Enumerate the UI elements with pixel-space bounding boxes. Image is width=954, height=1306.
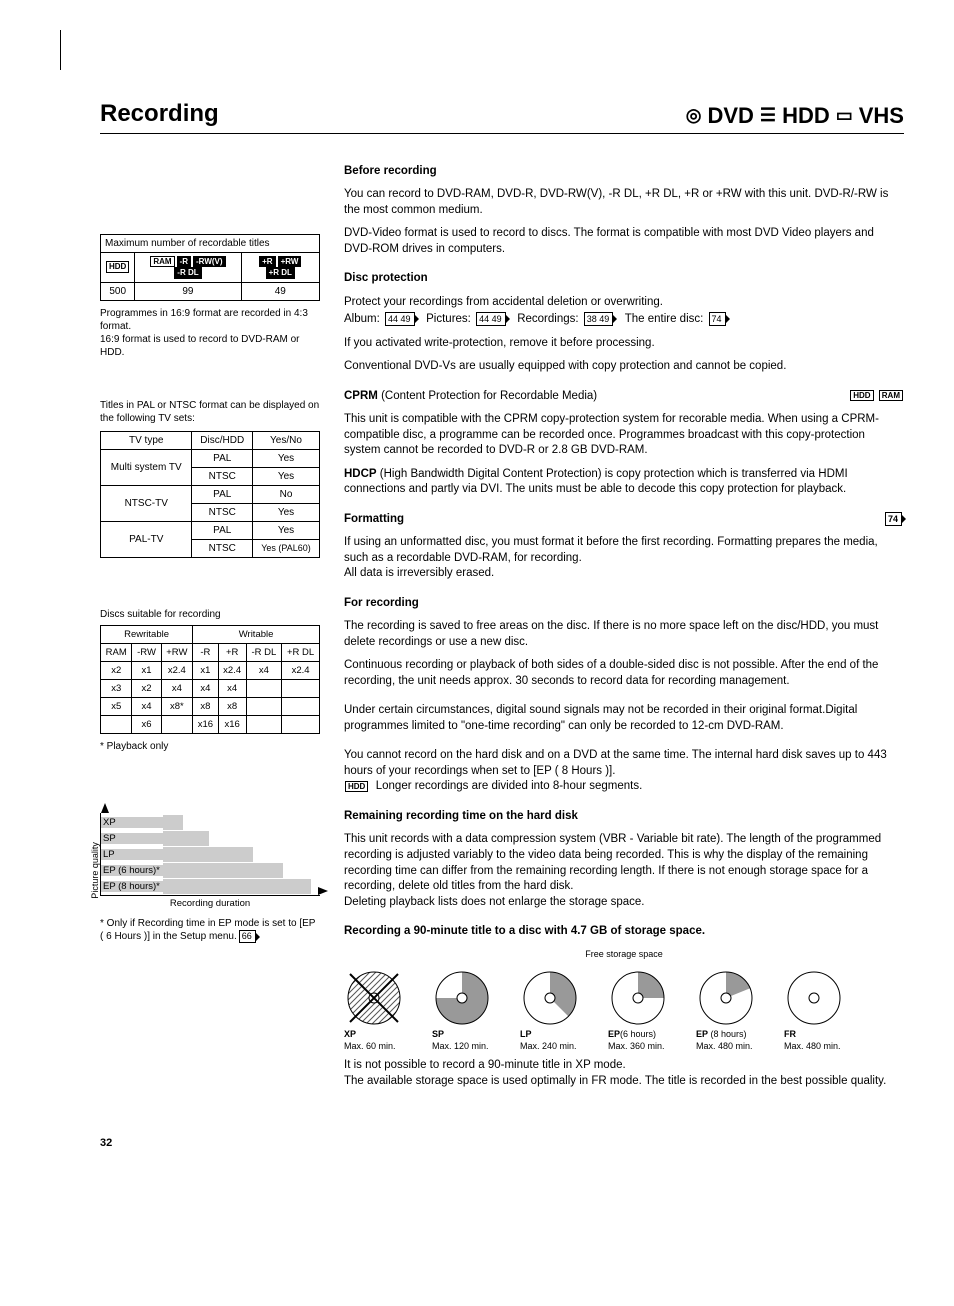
bar-row: EP (6 hours)* (101, 863, 320, 879)
page-title: Recording (100, 100, 219, 128)
disc-label: EP (8 hours) (696, 1028, 774, 1040)
tv-compat-table: TV type Disc/HDD Yes/No Multi system TVP… (100, 431, 320, 558)
bar-label: LP (101, 849, 163, 861)
bar-label: EP (8 hours)* (101, 881, 163, 893)
disc-sublabel: Max. 120 min. (432, 1040, 510, 1052)
body-text: Under certain circumstances, digital sou… (344, 703, 904, 734)
bar-fill (163, 879, 311, 895)
body-text: The recording is saved to free areas on … (344, 619, 904, 650)
bar-fill (163, 831, 209, 847)
disc-label: LP (520, 1028, 598, 1040)
y-axis-label: Picture quality (90, 813, 100, 928)
refs-line: Album: 44 49 Pictures: 44 49 Recordings:… (344, 312, 904, 328)
disc-sublabel: Max. 360 min. (608, 1040, 686, 1052)
section-heading: Remaining recording time on the hard dis… (344, 809, 904, 825)
x-axis-label: Recording duration (100, 898, 320, 909)
disc-item: FRMax. 480 min. (784, 968, 862, 1052)
body-text: Conventional DVD-Vs are usually equipped… (344, 359, 904, 375)
body-text: HDCP (High Bandwidth Digital Content Pro… (344, 467, 904, 498)
page-number: 32 (100, 1137, 904, 1149)
bar-label: SP (101, 833, 163, 845)
vhs-icon: ▭ (836, 105, 853, 126)
disc-label: SP (432, 1028, 510, 1040)
disc-icon (432, 968, 492, 1028)
bar-label: EP (6 hours)* (101, 865, 163, 877)
footnote: * Playback only (100, 740, 320, 753)
disc-icon (784, 968, 844, 1028)
tag-cell: +R+RW+R DL (241, 252, 319, 282)
disc-icon (520, 968, 580, 1028)
bar-row: EP (8 hours)* (101, 879, 320, 895)
tag-cell: HDD (101, 252, 135, 282)
bar-row: XP (101, 815, 320, 831)
bar-fill (163, 863, 283, 879)
disc-label: FR (784, 1028, 862, 1040)
table-caption: Discs suitable for recording (100, 608, 320, 621)
bar-row: SP (101, 831, 320, 847)
note-text: Programmes in 16:9 format are recorded i… (100, 307, 320, 359)
body-text: Continuous recording or playback of both… (344, 658, 904, 689)
disc-label: EP(6 hours) (608, 1028, 686, 1040)
body-text: You can record to DVD-RAM, DVD-R, DVD-RW… (344, 187, 904, 218)
body-text: If using an unformatted disc, you must f… (344, 535, 904, 582)
disc-item: XPMax. 60 min. (344, 968, 422, 1052)
discs-table: Rewritable Writable RAM-RW+RW-R+R-R DL+R… (100, 625, 320, 734)
chart-caption: Free storage space (344, 948, 904, 960)
section-heading: For recording (344, 596, 904, 612)
body-text: This unit records with a data compressio… (344, 832, 904, 910)
section-heading: HDD RAM CPRM (Content Protection for Rec… (344, 389, 904, 405)
disc-icon: ◎ (686, 105, 702, 126)
media-labels: ◎DVD ☰HDD ▭VHS (686, 103, 904, 129)
quality-duration-chart: Picture quality XPSPLPEP (6 hours)*EP (8… (100, 813, 320, 944)
body-text: This unit is compatible with the CPRM co… (344, 412, 904, 459)
arrow-up-icon (101, 803, 109, 815)
disc-usage-chart: XPMax. 60 min. SPMax. 120 min. LPMax. 24… (344, 968, 904, 1052)
bar-row: LP (101, 847, 320, 863)
bar-fill (163, 847, 253, 863)
body-text: It is not possible to record a 90-minute… (344, 1058, 904, 1089)
tag-cell: RAM-R-RW(V)-R DL (135, 252, 241, 282)
disc-icon (344, 968, 404, 1028)
disc-label: XP (344, 1028, 422, 1040)
section-heading: 74 Formatting (344, 512, 904, 528)
body-text: If you activated write-protection, remov… (344, 336, 904, 352)
note-text: Titles in PAL or NTSC format can be disp… (100, 399, 320, 425)
disc-sublabel: Max. 240 min. (520, 1040, 598, 1052)
disc-icon (696, 968, 756, 1028)
section-heading: Before recording (344, 164, 904, 180)
disc-sublabel: Max. 480 min. (784, 1040, 862, 1052)
disc-item: SPMax. 120 min. (432, 968, 510, 1052)
footnote: * Only if Recording time in EP mode is s… (100, 917, 320, 944)
bar-fill (163, 815, 183, 831)
bar-label: XP (101, 817, 163, 829)
disc-icon (608, 968, 668, 1028)
hdd-icon: ☰ (760, 105, 776, 126)
body-text: DVD-Video format is used to record to di… (344, 226, 904, 257)
titles-table: Maximum number of recordable titles HDD … (100, 234, 320, 301)
disc-item: EP(6 hours)Max. 360 min. (608, 968, 686, 1052)
disc-item: LPMax. 240 min. (520, 968, 598, 1052)
arrow-right-icon (318, 887, 330, 895)
body-text: Protect your recordings from accidental … (344, 295, 904, 311)
disc-sublabel: Max. 480 min. (696, 1040, 774, 1052)
disc-item: EP (8 hours)Max. 480 min. (696, 968, 774, 1052)
body-text: You cannot record on the hard disk and o… (344, 748, 904, 795)
section-heading: Recording a 90-minute title to a disc wi… (344, 924, 904, 940)
section-heading: Disc protection (344, 271, 904, 287)
disc-sublabel: Max. 60 min. (344, 1040, 422, 1052)
page-header: Recording ◎DVD ☰HDD ▭VHS (100, 100, 904, 134)
